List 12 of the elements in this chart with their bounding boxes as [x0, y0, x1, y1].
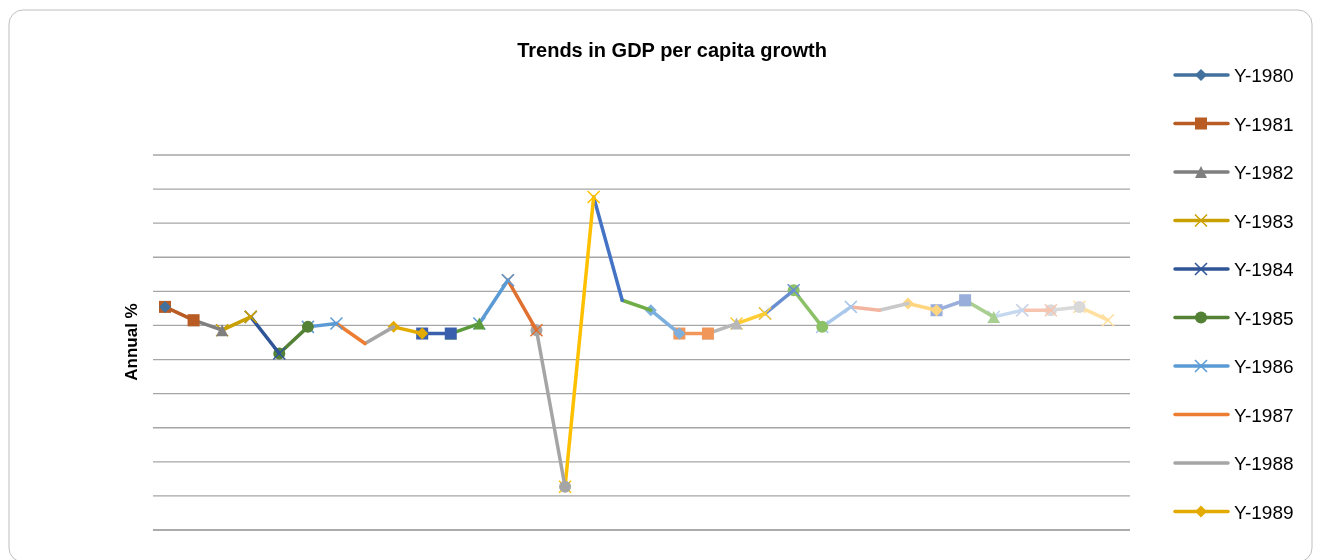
legend-label: Y-1988 [1234, 453, 1294, 474]
legend-label: Y-1983 [1234, 210, 1294, 232]
legend-label: Y-1986 [1234, 356, 1294, 377]
legend-label: Y-1989 [1234, 501, 1294, 523]
legend-label: Y-1987 [1234, 404, 1294, 426]
chart-title: Trends in GDP per capita growth [517, 39, 827, 61]
legend-label: Y-1981 [1234, 113, 1294, 135]
legend-label: Y-1984 [1234, 259, 1294, 280]
legend-label: Y-1980 [1234, 65, 1294, 86]
legend-label: Y-1985 [1234, 307, 1294, 329]
y-axis-title: Annual % [122, 303, 141, 381]
legend-label: Y-1982 [1234, 162, 1294, 183]
